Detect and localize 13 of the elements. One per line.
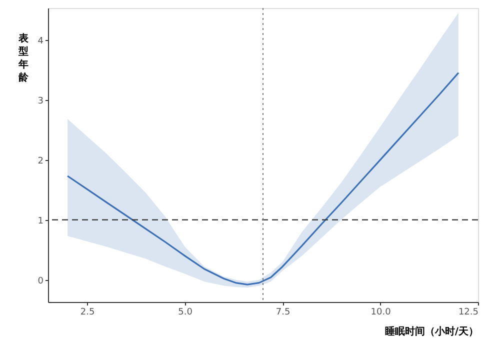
line-series xyxy=(66,72,460,286)
x-tick-label: 10.0 xyxy=(370,308,392,318)
y-axis-title: 表型年龄 xyxy=(18,32,30,84)
x-tick-label: 12.5 xyxy=(458,308,478,318)
x-tick-label: 2.5 xyxy=(80,308,95,318)
x-axis-title: 睡眠时间（小时/天） xyxy=(384,326,478,338)
y-tick-label: 0 xyxy=(38,276,44,286)
x-tick-label: 5.0 xyxy=(178,308,193,318)
x-tick-label: 7.5 xyxy=(276,308,290,318)
y-tick-label: 3 xyxy=(38,96,44,106)
y-tick-label: 2 xyxy=(38,156,44,166)
y-tick-label: 1 xyxy=(38,216,44,226)
y-tick-label: 4 xyxy=(38,36,44,46)
